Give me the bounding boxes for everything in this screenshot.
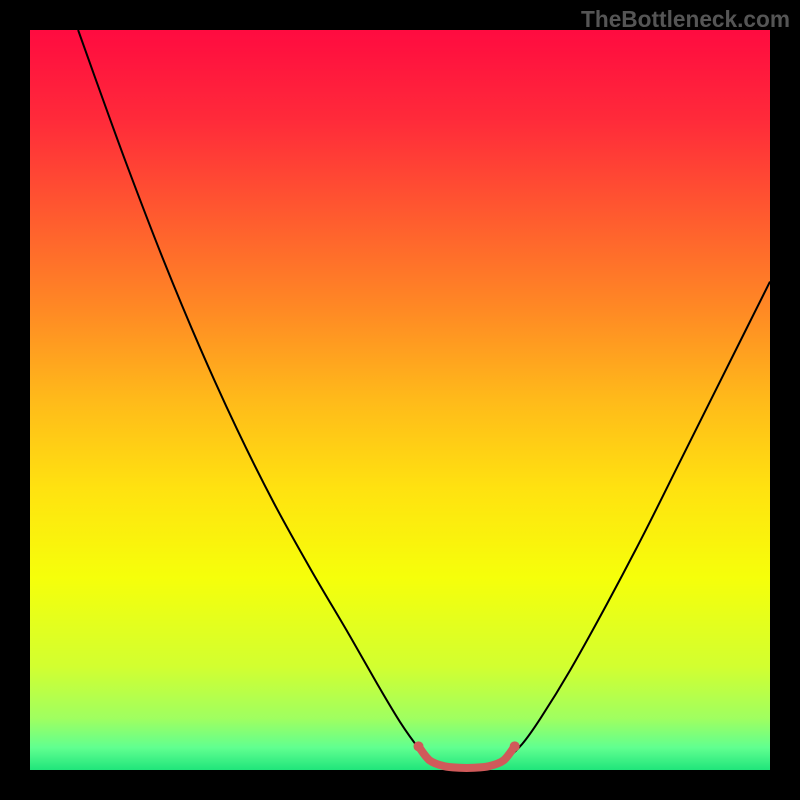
chart-container: TheBottleneck.com bbox=[0, 0, 800, 800]
bracket-endcap-right bbox=[510, 741, 520, 751]
plot-background bbox=[30, 30, 770, 770]
bottleneck-chart bbox=[0, 0, 800, 800]
bracket-endcap-left bbox=[414, 741, 424, 751]
